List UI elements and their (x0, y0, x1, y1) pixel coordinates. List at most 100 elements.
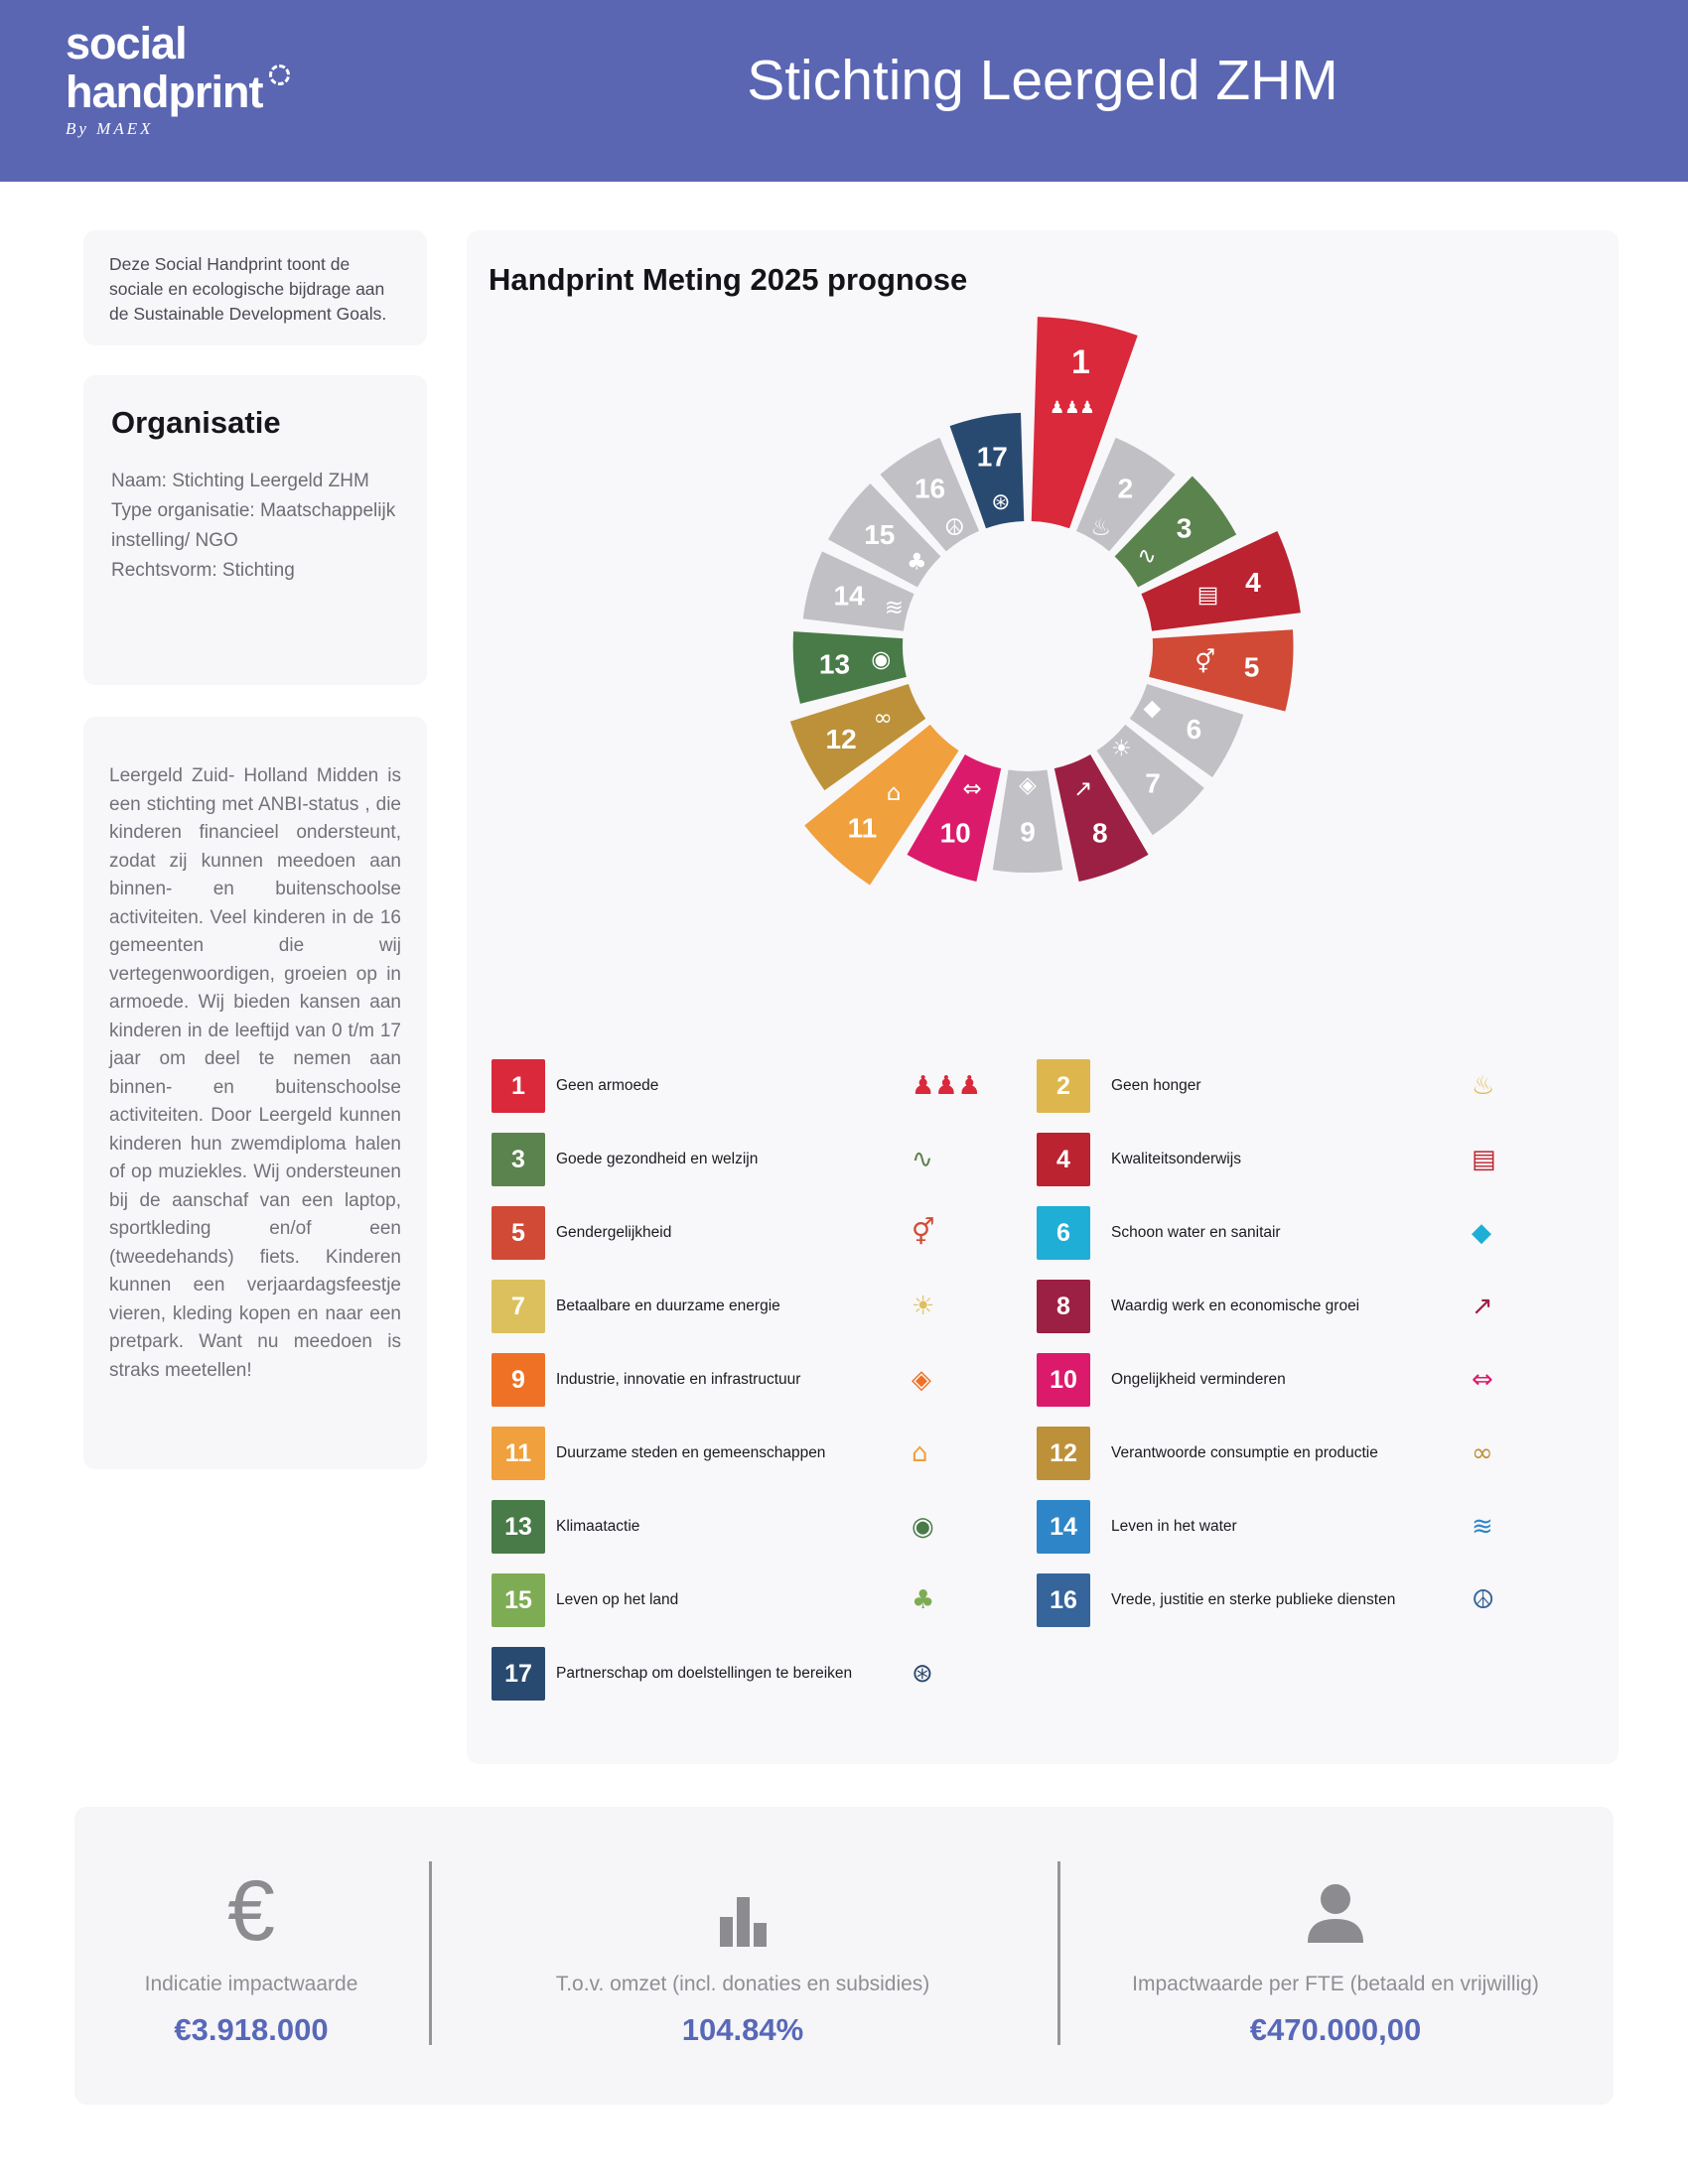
sdg-wedge-number-3: 3 (1177, 513, 1193, 544)
legend-number-badge: 5 (492, 1206, 545, 1260)
sdg-wedge-number-1: 1 (1071, 343, 1090, 381)
sun-energy-icon: ☀ (1111, 736, 1132, 761)
page-title: Stichting Leergeld ZHM (747, 49, 1338, 112)
people-icon: ♟♟♟ (912, 1071, 981, 1101)
legend-row-sdg-9: 9 Industrie, innovatie en infrastructuur ◈ (492, 1353, 1484, 1407)
legend-label: Geen armoede (556, 1077, 659, 1094)
sdg-wedge-3 (1114, 476, 1237, 588)
sdg-wedge-12 (789, 684, 926, 791)
stat-value: €470.000,00 (1249, 2012, 1422, 2047)
sdg-wedge-number-15: 15 (864, 519, 895, 550)
chart-title: Handprint Meting 2025 prognose (489, 262, 968, 297)
euro-icon: € (227, 1863, 275, 1959)
stats-panel: € Indicatie impactwaarde €3.918.000 T.o.… (74, 1807, 1614, 2105)
legend-row-sdg-12: 12 Verantwoorde consumptie en productie ∞ (1037, 1427, 1688, 1480)
stat-impact-value: € Indicatie impactwaarde €3.918.000 (43, 1856, 460, 2048)
stat-label: Impactwaarde per FTE (betaald en vrijwil… (1132, 1973, 1539, 1995)
sdg-wedge-number-12: 12 (826, 724, 857, 754)
legend-row-sdg-17: 17 Partnerschap om doelstellingen te bere… (492, 1647, 1484, 1701)
legend-label: Leven in het water (1111, 1518, 1237, 1535)
description-text: Leergeld Zuid- Holland Midden is een sti… (109, 765, 401, 1381)
eye-climate-icon: ◉ (871, 647, 891, 673)
legend-row-sdg-3: 3 Goede gezondheid en welzijn ∿ (492, 1133, 1484, 1186)
organisation-legal-form: Rechtsvorm: Stichting (111, 560, 295, 581)
organisation-type: Type organisatie: Maatschappelijk instel… (111, 500, 396, 551)
legend-row-sdg-5: 5 Gendergelijkheid ⚥ (492, 1206, 1484, 1260)
growth-chart-icon: ↗ (1472, 1292, 1493, 1321)
legend-row-sdg-6: 6 Schoon water en sanitair ◆ (1037, 1206, 1688, 1260)
sdg-wedge-number-2: 2 (1118, 474, 1134, 504)
legend-label: Ongelijkheid verminderen (1111, 1371, 1286, 1388)
peace-dove-icon: ☮ (944, 515, 965, 541)
bar-chart-icon (534, 1856, 951, 1951)
legend-row-sdg-16: 16 Vrede, justitie en sterke publieke die… (1037, 1573, 1688, 1627)
organisation-heading: Organisatie (111, 405, 281, 440)
eye-climate-icon: ◉ (912, 1512, 934, 1542)
legend-number-badge: 11 (492, 1427, 545, 1480)
legend-label: Gendergelijkheid (556, 1224, 672, 1241)
fish-icon: ≋ (885, 596, 904, 621)
city-icon: ⌂ (912, 1438, 928, 1468)
sdg-wedge-15 (828, 483, 941, 588)
fish-icon: ≋ (1472, 1512, 1493, 1542)
stat-label: T.o.v. omzet (incl. donaties en subsidie… (555, 1973, 930, 1995)
sdg-wedge-number-11: 11 (848, 812, 878, 843)
legend-number-badge: 9 (492, 1353, 545, 1407)
partnership-wheel-icon: ⊛ (991, 489, 1010, 515)
equality-arrows-icon: ⇔ (963, 776, 982, 802)
sdg-wedge-9 (992, 769, 1063, 873)
legend-row-sdg-4: 4 Kwaliteitsonderwijs ▤ (1037, 1133, 1688, 1186)
social-handprint-logo: social handprint By MAEX (66, 21, 291, 139)
legend-label: Vrede, justitie en sterke publieke diens… (1111, 1591, 1396, 1608)
sdg-wedge-14 (802, 551, 914, 631)
sdg-wedge-number-5: 5 (1244, 651, 1260, 682)
legend-number-badge: 16 (1037, 1573, 1090, 1627)
legend-row-sdg-11: 11 Duurzame steden en gemeenschappen ⌂ (492, 1427, 1484, 1480)
heartbeat-icon: ∿ (1137, 543, 1156, 569)
sdg-wedge-13 (792, 631, 907, 704)
intro-box: Deze Social Handprint toont de sociale e… (83, 230, 427, 345)
open-book-icon: ▤ (1472, 1145, 1496, 1174)
sdg-wedge-number-7: 7 (1145, 768, 1161, 799)
legend-row-sdg-7: 7 Betaalbare en duurzame energie ☀ (492, 1280, 1484, 1333)
peace-dove-icon: ☮ (1472, 1585, 1495, 1615)
sdg-wedge-number-16: 16 (914, 474, 945, 504)
legend-label: Klimaatactie (556, 1518, 640, 1535)
building-blocks-icon: ◈ (1019, 772, 1037, 798)
legend-number-badge: 17 (492, 1647, 545, 1701)
sdg-wedge-10 (907, 754, 1002, 883)
sdg-wedge-number-6: 6 (1187, 714, 1202, 745)
stat-divider (1057, 1861, 1060, 2045)
legend-number-badge: 2 (1037, 1059, 1090, 1113)
stat-divider (429, 1861, 432, 2045)
legend-row-sdg-1: 1 Geen armoede ♟♟♟ (492, 1059, 1484, 1113)
sdg-wedge-number-13: 13 (819, 649, 850, 680)
infinity-icon: ∞ (874, 706, 893, 732)
water-drop-icon: ◆ (1472, 1218, 1491, 1248)
sdg-wedge-8 (1054, 754, 1149, 883)
person-icon (1127, 1856, 1544, 1951)
legend-number-badge: 7 (492, 1280, 545, 1333)
building-blocks-icon: ◈ (912, 1365, 931, 1395)
legend-label: Geen honger (1111, 1077, 1201, 1094)
intro-text: Deze Social Handprint toont de sociale e… (109, 254, 387, 324)
stat-value: 104.84% (681, 2012, 804, 2047)
legend-number-badge: 3 (492, 1133, 545, 1186)
sun-energy-icon: ☀ (912, 1292, 935, 1321)
legend-label: Verantwoorde consumptie en productie (1111, 1444, 1378, 1461)
legend-number-badge: 15 (492, 1573, 545, 1627)
legend-number-badge: 8 (1037, 1280, 1090, 1333)
legend-number-badge: 4 (1037, 1133, 1090, 1186)
legend-number-badge: 14 (1037, 1500, 1090, 1554)
legend-row-sdg-8: 8 Waardig werk en economische groei ↗ (1037, 1280, 1688, 1333)
sdg-wedge-number-4: 4 (1245, 567, 1261, 598)
stat-label: Indicatie impactwaarde (144, 1973, 358, 1995)
city-icon: ⌂ (887, 780, 902, 806)
header: social handprint By MAEX Stichting Leerg… (0, 0, 1688, 182)
sdg-wedge-11 (804, 724, 959, 886)
legend-row-sdg-13: 13 Klimaatactie ◉ (492, 1500, 1484, 1554)
food-bowl-icon: ♨ (1090, 515, 1111, 541)
sdg-wedge-number-17: 17 (977, 442, 1008, 473)
stat-vs-revenue: T.o.v. omzet (incl. donaties en subsidie… (534, 1856, 951, 2048)
